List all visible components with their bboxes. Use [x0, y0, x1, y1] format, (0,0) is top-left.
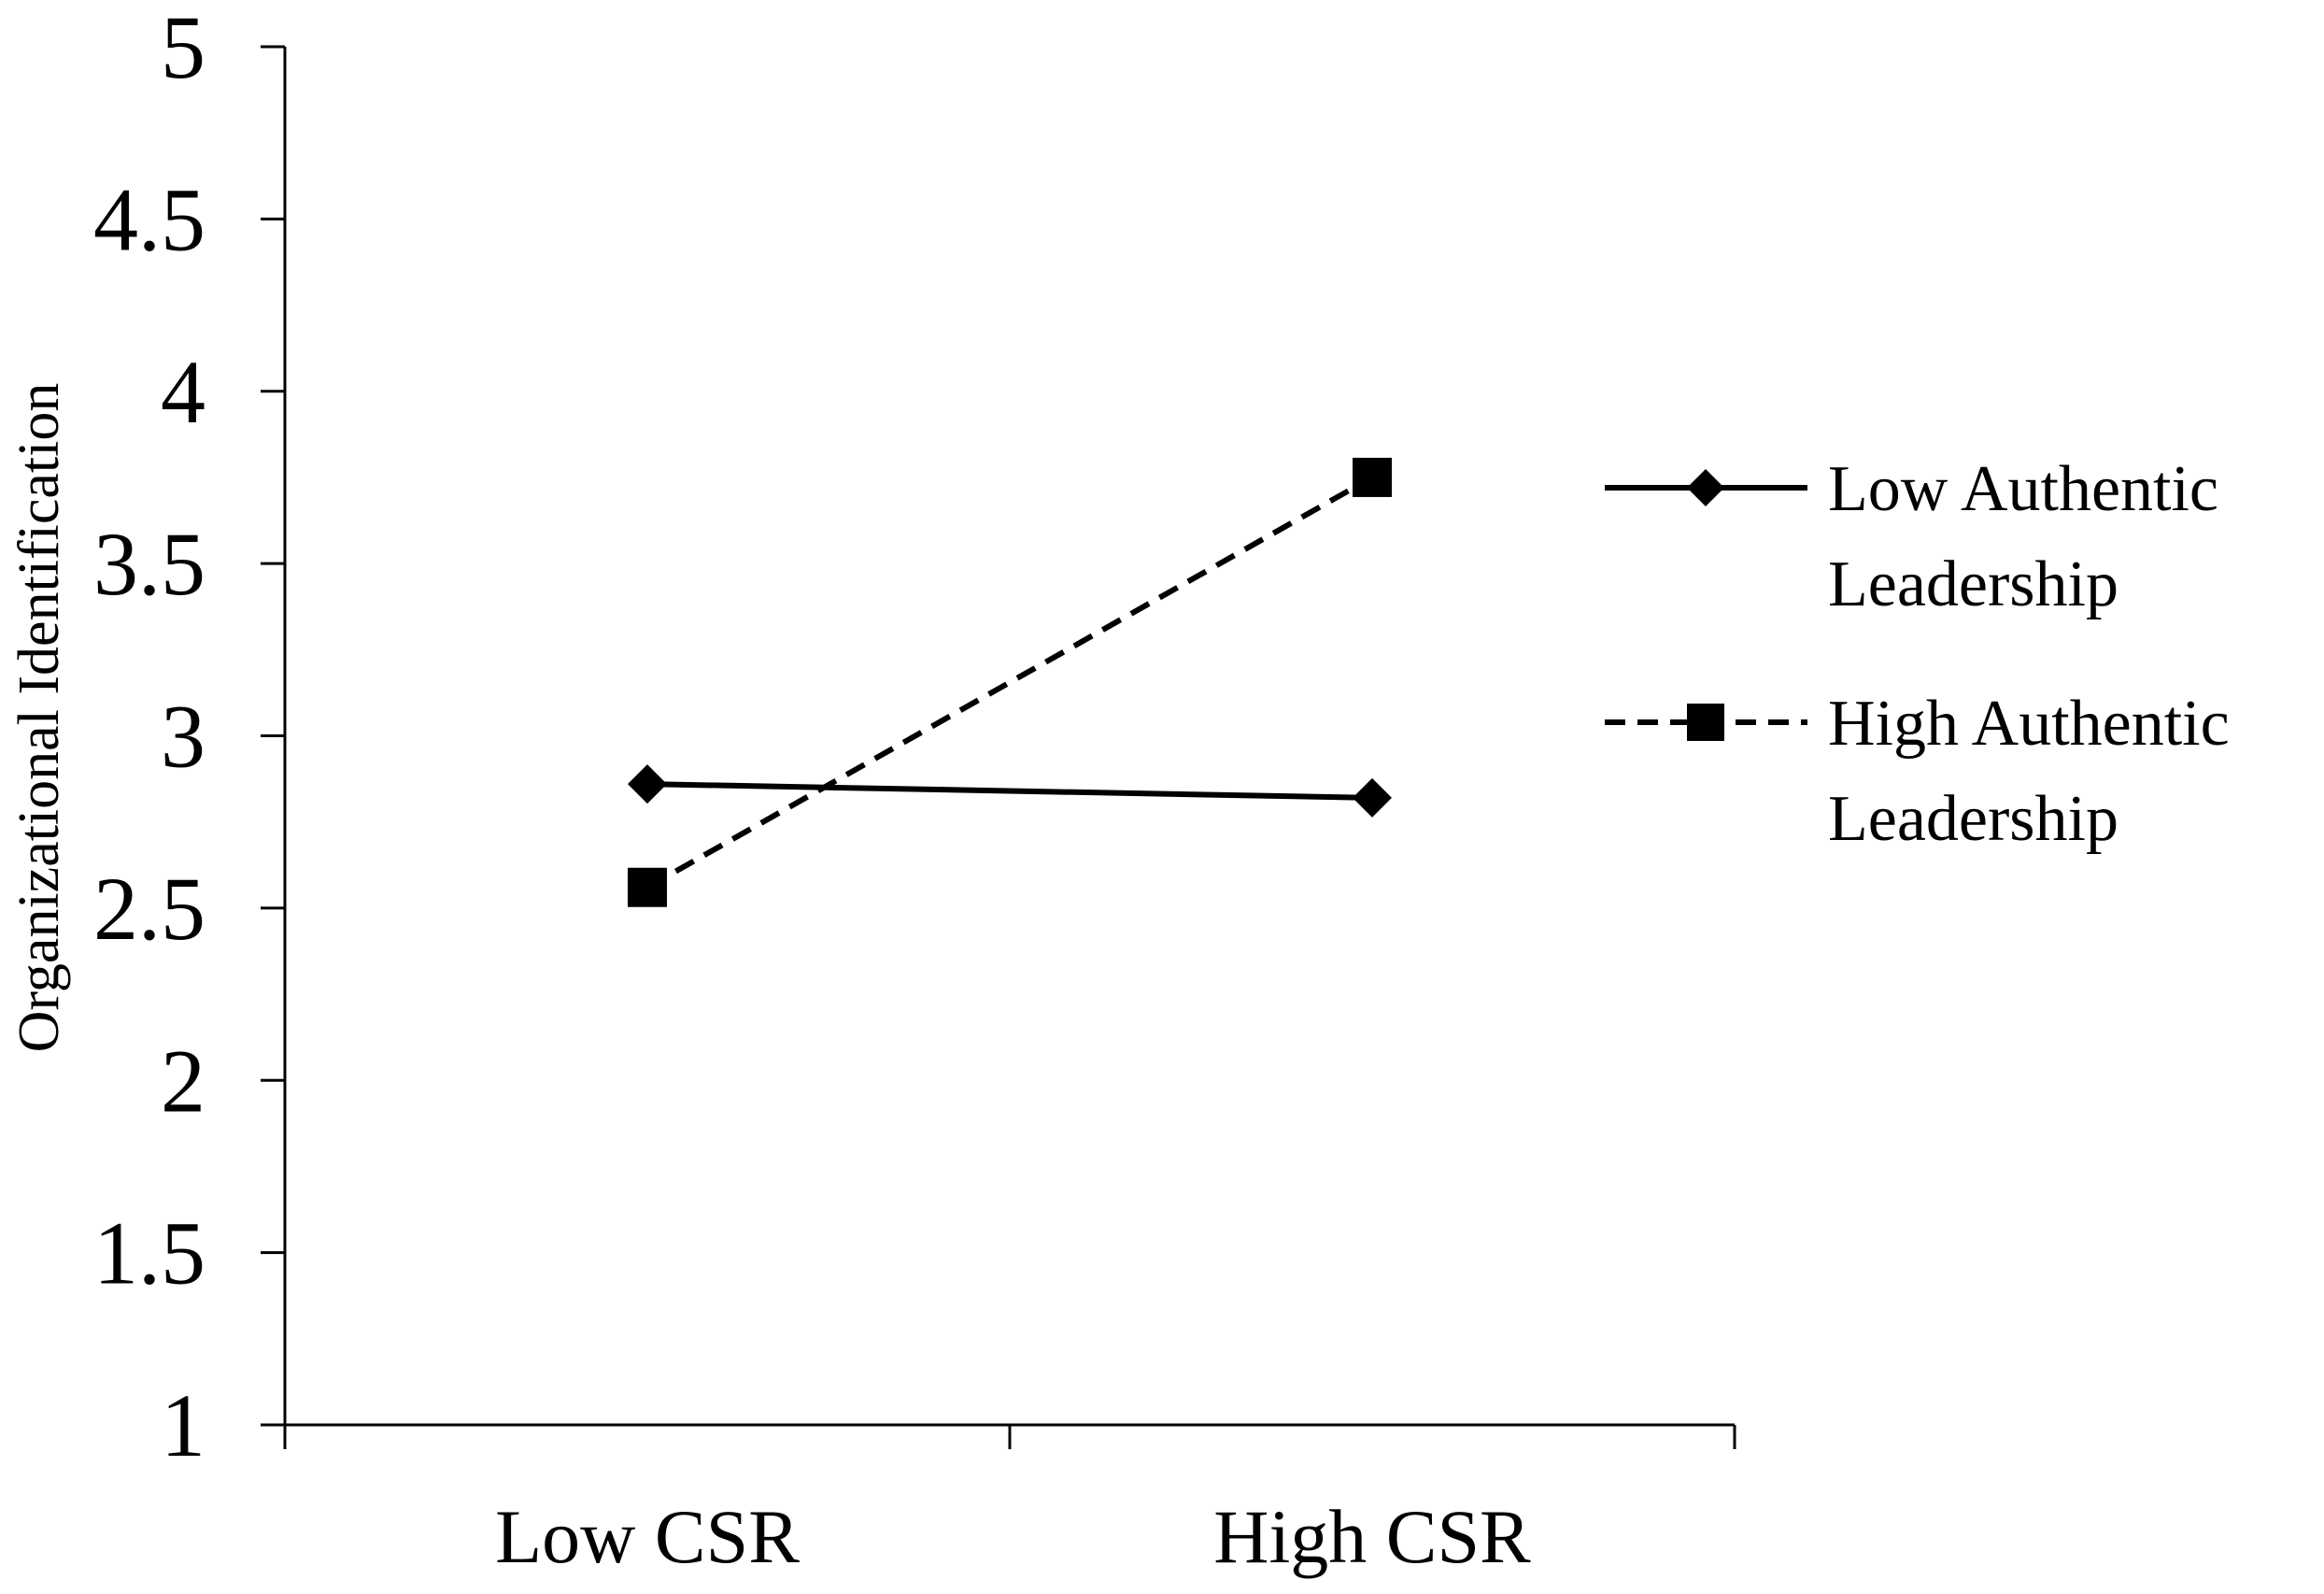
data-point-square: [1353, 457, 1392, 497]
legend-label: High Authentic: [1828, 688, 2230, 760]
x-tick-label: Low CSR: [495, 1494, 800, 1579]
y-tick-label: 1: [161, 1375, 205, 1475]
legend-marker: [1687, 704, 1724, 741]
series-line: [645, 475, 1374, 890]
data-point-square: [628, 867, 667, 907]
legend-label: Leadership: [1828, 548, 2119, 620]
x-tick-label: High CSR: [1213, 1494, 1531, 1579]
y-tick-label: 5: [161, 0, 205, 97]
y-tick-label: 2.5: [93, 859, 205, 959]
legend-entry: Low Authentic Leadership: [1605, 453, 2218, 620]
legend-label: Leadership: [1828, 783, 2119, 855]
y-tick-label: 4: [161, 342, 205, 442]
y-tick-label: 1.5: [93, 1203, 205, 1303]
series-low-authentic-leadership: [628, 764, 1392, 818]
y-tick-label: 2: [161, 1031, 205, 1131]
legend: Low Authentic Leadership High Authentic Lea…: [1605, 453, 2230, 855]
legend-entry: High Authentic Leadership: [1605, 688, 2230, 855]
legend-label: Low Authentic: [1828, 453, 2218, 525]
y-axis-label: Organizational Identification: [7, 383, 71, 1053]
legend-marker: [1687, 469, 1724, 506]
y-axis-ticks: 1 1.5 2 2.5 3 3.5 4 4.5 5: [93, 0, 285, 1475]
data-point-diamond: [628, 764, 667, 804]
series-high-authentic-leadership: [628, 457, 1392, 907]
series-group: [628, 457, 1392, 907]
axes: [283, 47, 1735, 1427]
y-tick-label: 4.5: [93, 169, 205, 269]
x-axis-ticks: Low CSR High CSR: [283, 1425, 1736, 1579]
series-line: [646, 781, 1373, 801]
y-tick-label: 3: [161, 687, 205, 787]
data-point-diamond: [1353, 777, 1392, 818]
y-tick-label: 3.5: [93, 514, 205, 614]
